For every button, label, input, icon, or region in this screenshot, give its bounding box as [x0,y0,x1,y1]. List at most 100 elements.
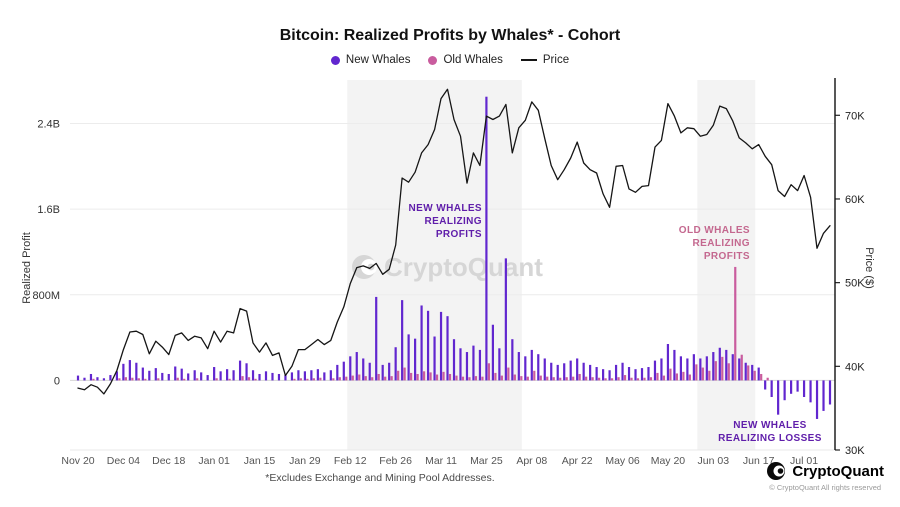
x-tick-label: Jun 03 [698,455,730,467]
brand-name: CryptoQuant [792,462,884,480]
bar-old-whales [708,370,711,381]
annotation-line: REALIZING [692,238,750,249]
bar-old-whales [131,377,134,381]
bar-old-whales [364,376,367,381]
bar-new-whales [102,378,106,381]
bar-new-whales [141,367,144,381]
bar-new-whales [543,358,546,381]
bar-old-whales [338,377,341,381]
bar-new-whales [161,372,164,381]
chart-legend: New Whales Old Whales Price [0,54,900,66]
bar-old-whales [604,378,607,381]
bar-old-whales [753,370,756,381]
bar-new-whales [504,258,507,381]
bar-new-whales [439,311,443,381]
annotation-line: NEW WHALES [408,203,482,214]
bar-old-whales [760,373,763,381]
bar-old-whales [669,368,672,381]
legend-label-new-whales: New Whales [345,54,411,66]
bar-new-whales [576,358,579,381]
bar-new-whales [329,370,332,381]
bar-new-whales [452,339,456,381]
bar-new-whales [251,370,255,381]
bar-old-whales [630,377,633,381]
bar-new-whales [718,347,721,381]
bar-new-whales [375,296,378,381]
bar-old-whales [137,378,140,381]
bar-old-whales [747,365,750,381]
bar-old-whales [312,378,315,381]
bar-new-whales [465,352,469,381]
bar-old-whales [345,376,348,381]
bar-new-whales [258,373,261,381]
bar-new-whales [705,356,708,381]
bar-old-whales [727,363,730,381]
watermark-text: CryptoQuant [384,252,543,282]
bar-old-whales [740,354,743,381]
bar-new-whales [135,362,138,381]
bar-new-whales [303,371,306,381]
bar-new-whales [828,380,832,405]
bar-new-whales [524,356,527,381]
bar-old-whales [598,377,601,381]
bar-new-whales [537,354,540,381]
bar-new-whales [731,354,734,381]
bar-new-whales [401,300,404,381]
legend-item-new-whales[interactable]: New Whales [330,54,411,66]
bar-old-whales [397,370,400,381]
x-tick-label: Feb 26 [379,455,412,467]
bar-new-whales [666,344,670,381]
bar-new-whales [128,360,131,381]
bar-old-whales [468,377,471,381]
copyright-text: © CryptoQuant All rights reserved [769,483,882,492]
bar-new-whales [530,349,533,381]
bar-new-whales [297,370,300,381]
annotation-line: PROFITS [703,251,750,262]
bar-new-whales [174,366,177,381]
bar-old-whales [526,376,529,381]
bar-old-whales [636,378,640,381]
bar-new-whales [206,375,209,381]
bar-old-whales [487,363,491,381]
bar-new-whales [660,358,663,381]
bar-old-whales [474,376,478,381]
bar-new-whales [323,372,326,381]
bar-old-whales [358,374,361,381]
bar-old-whales [377,373,380,381]
legend-item-price[interactable]: Price [520,54,569,66]
bar-new-whales [582,362,585,381]
bar-old-whales [422,371,426,381]
bar-new-whales [232,370,235,381]
bar-old-whales [572,376,575,381]
bar-new-whales [647,367,650,381]
bar-old-whales [448,373,452,381]
bar-old-whales [656,372,659,381]
x-tick-label: Feb 12 [334,455,367,467]
x-tick-label: May 20 [651,455,686,467]
legend-item-old-whales[interactable]: Old Whales [428,54,503,66]
y-tick-label-left: 1.6B [37,204,60,216]
bar-new-whales [491,324,494,381]
bar-old-whales [429,372,432,381]
bar-old-whales [371,377,374,381]
bar-old-whales [293,378,296,381]
bar-new-whales [122,363,125,381]
bar-new-whales [381,364,384,381]
annotation-line: OLD WHALES [678,225,750,236]
footer-brand: CryptoQuant © CryptoQuant All rights res… [766,461,884,492]
x-tick-label: Jan 01 [198,455,230,467]
bar-old-whales [332,378,335,381]
bar-new-whales [569,360,572,381]
bar-new-whales [589,364,592,381]
bar-new-whales [459,348,462,381]
bar-new-whales [310,370,313,381]
x-tick-label: Mar 25 [470,455,503,467]
bar-new-whales [193,370,196,381]
bar-old-whales [157,378,160,381]
x-tick-label: Nov 20 [61,455,94,467]
bar-new-whales [355,352,358,381]
x-tick-label: Jan 15 [244,455,276,467]
bar-new-whales [277,373,281,381]
bar-old-whales [714,361,717,381]
